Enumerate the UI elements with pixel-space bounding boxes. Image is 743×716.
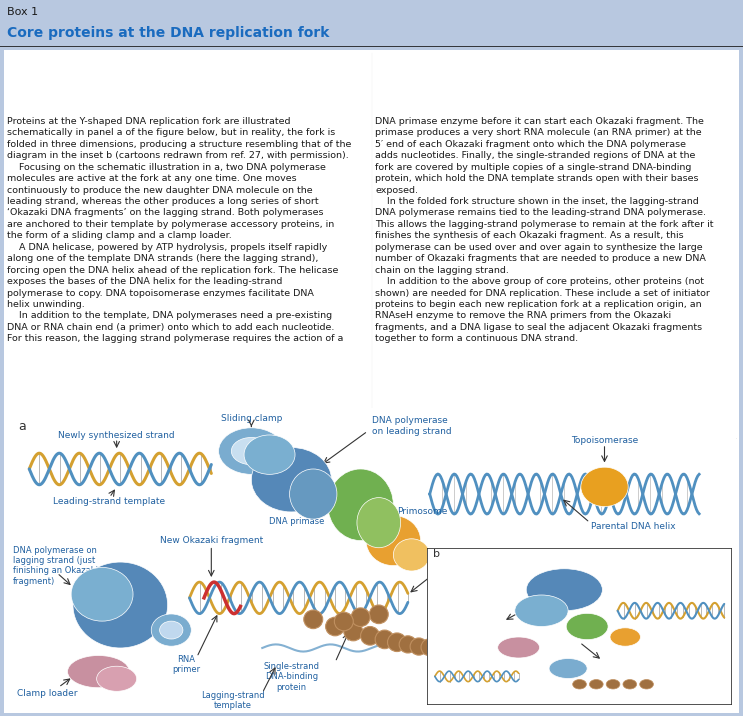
Text: Leading-strand template: Leading-strand template [53, 497, 166, 505]
Text: New Okazaki fragment: New Okazaki fragment [160, 536, 263, 545]
Text: DNA primase: DNA primase [269, 517, 324, 526]
Text: Next Okazaki fragment
will start here: Next Okazaki fragment will start here [437, 559, 534, 579]
Circle shape [410, 638, 427, 655]
Circle shape [589, 679, 603, 689]
Ellipse shape [244, 435, 295, 475]
Circle shape [606, 679, 620, 689]
Ellipse shape [251, 448, 331, 512]
Text: Sliding clamp: Sliding clamp [221, 415, 282, 423]
Text: DNA polymerase on
lagging strand (just
finishing an Okazaki
fragment): DNA polymerase on lagging strand (just f… [13, 546, 98, 586]
Circle shape [304, 610, 322, 629]
Circle shape [623, 679, 637, 689]
Circle shape [399, 636, 417, 653]
Ellipse shape [218, 427, 284, 474]
Text: Single-strand
DNA-binding
protein: Single-strand DNA-binding protein [264, 662, 319, 692]
Text: a: a [19, 420, 26, 432]
Text: Lagging-strand
template: Lagging-strand template [201, 690, 265, 710]
Ellipse shape [73, 562, 168, 648]
Ellipse shape [515, 595, 568, 626]
Text: Box 1: Box 1 [7, 7, 39, 17]
Text: Newly synthesized strand: Newly synthesized strand [59, 431, 175, 440]
Ellipse shape [610, 628, 640, 646]
Text: DNA helicase: DNA helicase [268, 500, 324, 509]
Ellipse shape [366, 516, 421, 566]
Circle shape [351, 608, 370, 626]
Ellipse shape [290, 469, 337, 519]
Ellipse shape [231, 437, 271, 465]
Ellipse shape [549, 659, 587, 679]
Text: Clamp loader: Clamp loader [17, 689, 78, 697]
Text: DNA primase enzyme before it can start each Okazaki fragment. The
primase produc: DNA primase enzyme before it can start e… [375, 117, 714, 344]
Text: RNA
primer: RNA primer [172, 654, 200, 674]
Ellipse shape [498, 637, 539, 658]
Circle shape [360, 626, 380, 645]
Ellipse shape [328, 469, 393, 541]
Circle shape [454, 638, 471, 655]
Circle shape [388, 633, 406, 652]
Text: Parental DNA helix: Parental DNA helix [591, 522, 676, 531]
Circle shape [375, 630, 394, 649]
Ellipse shape [68, 656, 129, 687]
Circle shape [573, 679, 586, 689]
FancyBboxPatch shape [4, 50, 739, 712]
Text: b: b [433, 549, 441, 559]
Text: Proteins at the Y-shaped DNA replication fork are illustrated
schematically in p: Proteins at the Y-shaped DNA replication… [7, 117, 351, 344]
Ellipse shape [581, 468, 628, 507]
Ellipse shape [357, 498, 400, 548]
Circle shape [464, 639, 482, 656]
Circle shape [325, 617, 345, 636]
Circle shape [476, 638, 493, 655]
Ellipse shape [393, 539, 429, 571]
Text: Core proteins at the DNA replication fork: Core proteins at the DNA replication for… [7, 26, 330, 39]
Text: DNA polymerase
on leading strand: DNA polymerase on leading strand [372, 416, 451, 436]
Ellipse shape [152, 614, 191, 646]
Circle shape [421, 639, 438, 656]
Ellipse shape [97, 666, 137, 692]
Circle shape [432, 638, 450, 655]
Circle shape [344, 622, 363, 641]
Ellipse shape [566, 614, 608, 639]
Circle shape [640, 679, 653, 689]
Circle shape [369, 605, 389, 624]
Ellipse shape [526, 569, 603, 611]
Text: Primosome: Primosome [397, 508, 447, 516]
Ellipse shape [160, 621, 183, 639]
Ellipse shape [71, 567, 133, 621]
Text: Topoisomerase: Topoisomerase [571, 436, 638, 445]
Circle shape [443, 636, 461, 653]
Circle shape [334, 612, 354, 631]
